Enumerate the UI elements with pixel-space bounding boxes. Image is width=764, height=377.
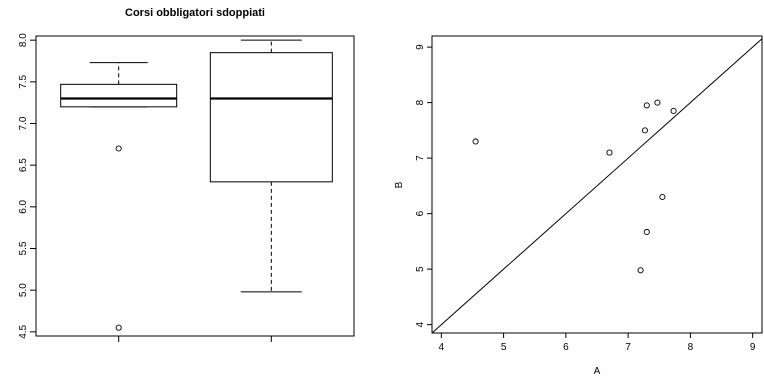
boxplot-panel: Corsi obbligatori sdoppiati 4.5 5.0 5.5 6.0… (18, 7, 355, 342)
plot-frame (431, 35, 763, 334)
data-point (637, 267, 644, 274)
y-tick-label: 6.0 (18, 199, 29, 213)
data-point (659, 193, 666, 201)
y-tick-label: 4 (415, 321, 426, 327)
scatter-panel: 4 5 6 7 8 9 4 5 6 7 8 9 A B (394, 35, 763, 377)
data-point (654, 99, 661, 106)
y-tick-label: 5.0 (18, 283, 29, 297)
x-axis (118, 336, 272, 342)
y-tick-label: 7 (415, 155, 426, 161)
y-axis: 4.5 5.0 5.5 6.0 6.5 7.0 7.5 8.0 (18, 33, 36, 339)
box (209, 52, 333, 183)
data-point (641, 127, 648, 134)
y-axis-title: B (394, 181, 405, 188)
chart-title: Corsi obbligatori sdoppiati (125, 7, 265, 19)
y-axis: 4 5 6 7 8 9 (415, 44, 432, 327)
x-tick-label: 8 (688, 342, 694, 353)
identity-line (431, 38, 763, 334)
reference-line (431, 38, 763, 334)
x-tick-label: 4 (439, 342, 445, 353)
x-tick-label: 6 (563, 342, 569, 353)
boxes (60, 39, 333, 331)
x-tick-label: 7 (625, 342, 631, 353)
points (472, 99, 677, 274)
y-tick-label: 6.5 (18, 158, 29, 172)
data-point (643, 228, 650, 236)
data-point (643, 102, 650, 109)
y-tick-label: 4.5 (18, 324, 29, 338)
plot-frame (35, 35, 355, 337)
y-tick-label: 7.5 (18, 74, 29, 88)
x-axis-title: A (594, 366, 601, 377)
x-axis: 4 5 6 7 8 9 (439, 333, 756, 353)
y-tick-label: 5.5 (18, 241, 29, 255)
y-tick-label: 8.0 (18, 33, 29, 47)
y-tick-label: 7.0 (18, 116, 29, 130)
data-point (472, 138, 479, 145)
y-tick-label: 9 (415, 44, 426, 50)
y-tick-label: 5 (415, 266, 426, 272)
box (60, 83, 178, 108)
outlier-point (115, 324, 122, 331)
outlier-point (115, 145, 122, 152)
y-tick-label: 6 (415, 210, 426, 216)
x-tick-label: 9 (750, 342, 756, 353)
x-tick-label: 5 (501, 342, 507, 353)
data-point (670, 107, 677, 114)
y-tick-label: 8 (415, 99, 426, 105)
data-point (606, 149, 613, 156)
